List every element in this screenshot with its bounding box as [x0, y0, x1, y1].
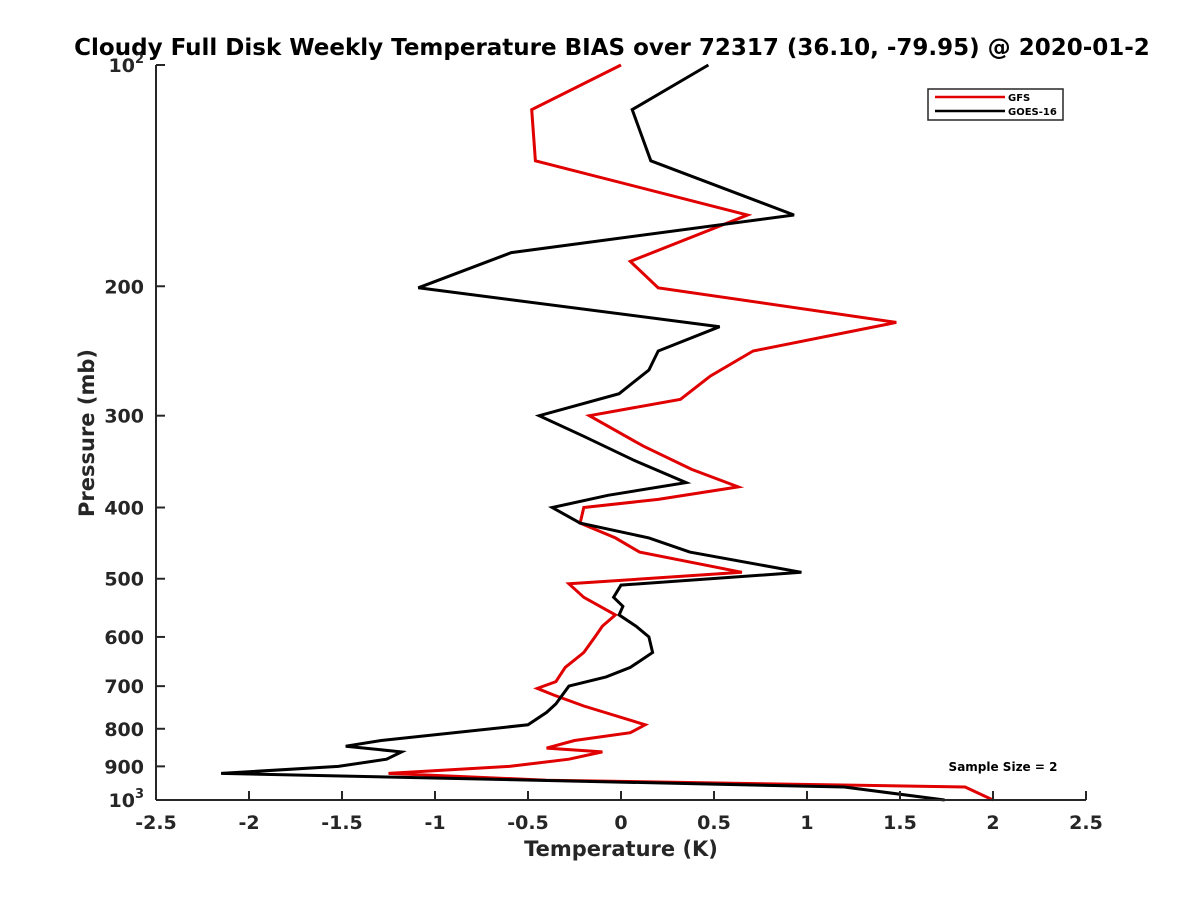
legend-box: [927, 88, 1064, 121]
x-tick-label: -2.5: [135, 812, 177, 834]
legend-label-gfs: GFS: [1008, 93, 1030, 104]
plot-area: -2.5 -2 -1.5 -1 -0.5 0 0.5 1 1.5 2 2.5 102 200 300 40…: [104, 52, 1103, 834]
x-tick-label: 0.5: [697, 812, 731, 834]
x-tick-label: 1: [800, 812, 813, 834]
series-layer: [221, 63, 994, 802]
y-axis-ticks: 102 200 300 400 500 600 700 800 900 103: [104, 52, 165, 812]
y-tick-label: 103: [109, 787, 145, 812]
y-tick-label: 800: [104, 719, 144, 741]
y-tick-label: 900: [104, 756, 144, 778]
x-tick-label: -0.5: [507, 812, 549, 834]
legend: GFS GOES-16: [927, 88, 1064, 121]
x-axis-ticks: -2.5 -2 -1.5 -1 -0.5 0 0.5 1 1.5 2 2.5: [135, 791, 1103, 834]
chart-title: Cloudy Full Disk Weekly Temperature BIAS…: [74, 35, 1150, 61]
y-tick-label: 102: [109, 52, 145, 77]
y-tick-label: 500: [104, 569, 144, 591]
x-tick-label: 1.5: [883, 812, 917, 834]
x-tick-label: 0: [614, 812, 627, 834]
x-tick-label: 2.5: [1069, 812, 1103, 834]
y-tick-label: 300: [104, 406, 144, 428]
y-tick-label: 700: [104, 676, 144, 698]
legend-label-goes16: GOES-16: [1008, 107, 1057, 118]
y-tick-label: 600: [104, 627, 144, 649]
series-line-gfs: [388, 63, 994, 802]
sample-size-annotation: Sample Size = 2: [949, 760, 1058, 774]
x-tick-label: 2: [986, 812, 999, 834]
x-tick-label: -2: [238, 812, 259, 834]
y-tick-label: 400: [104, 498, 144, 520]
x-tick-label: -1.5: [321, 812, 363, 834]
x-tick-label: -1: [424, 812, 445, 834]
y-axis-label: Pressure (mb): [75, 349, 99, 517]
y-tick-label: 200: [104, 276, 144, 298]
x-axis-label: Temperature (K): [524, 837, 718, 861]
series-line-goes-16: [221, 63, 945, 802]
